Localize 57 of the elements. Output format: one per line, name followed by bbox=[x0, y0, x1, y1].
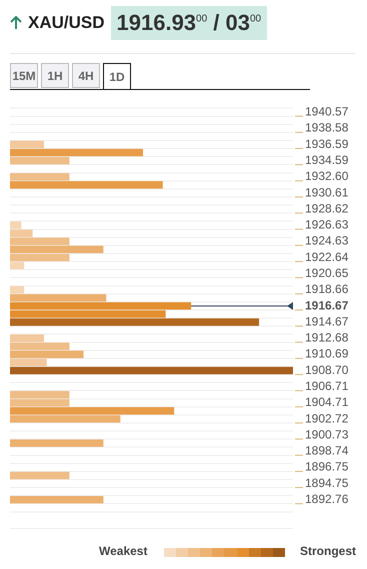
bar bbox=[10, 173, 70, 181]
y-tick-label: 1900.73 bbox=[305, 427, 349, 442]
y-tick-label: 1936.59 bbox=[305, 136, 349, 151]
bar bbox=[10, 222, 22, 229]
bar bbox=[10, 318, 260, 326]
bar bbox=[10, 230, 33, 238]
bar bbox=[10, 439, 104, 447]
bar bbox=[10, 472, 70, 480]
bar bbox=[10, 334, 44, 342]
y-tick-label: 1924.63 bbox=[305, 234, 349, 248]
bar bbox=[10, 254, 70, 262]
chart-title: XAU/USD bbox=[28, 13, 105, 33]
y-tick-label: 1918.66 bbox=[305, 282, 349, 296]
y-tick-label: 1934.59 bbox=[305, 152, 349, 167]
bar bbox=[10, 181, 163, 189]
y-tick-label: 1892.76 bbox=[305, 492, 349, 506]
y-tick-label: 1926.63 bbox=[305, 218, 349, 232]
bar bbox=[10, 286, 24, 294]
y-tick-label: 1930.61 bbox=[305, 185, 349, 200]
bar bbox=[10, 246, 104, 254]
y-tick-label: 1906.71 bbox=[305, 378, 349, 393]
text: 1H bbox=[41, 63, 69, 88]
y-tick-label: 1910.69 bbox=[305, 346, 349, 361]
y-tick-label: 1916.67 bbox=[305, 298, 349, 312]
bar bbox=[10, 366, 293, 374]
y-tick-label: 1894.75 bbox=[305, 476, 349, 490]
y-tick-label: 1914.67 bbox=[305, 314, 349, 328]
text: 4H bbox=[72, 63, 100, 88]
text: 1D bbox=[103, 63, 131, 90]
y-tick-label: 1940.57 bbox=[305, 104, 349, 119]
y-tick-label: 1912.68 bbox=[305, 330, 349, 345]
chart-subtitle: 1916.93$^{00}$ / 03$^{00}$ bbox=[110, 6, 268, 40]
bar bbox=[10, 294, 106, 302]
text: Strongest bbox=[300, 544, 356, 558]
bar bbox=[10, 262, 24, 270]
y-tick-label: 1904.71 bbox=[305, 395, 349, 410]
bar bbox=[10, 415, 120, 423]
bar bbox=[10, 407, 174, 415]
bar bbox=[10, 496, 104, 504]
bar bbox=[10, 350, 84, 358]
y-tick-label: 1898.74 bbox=[305, 444, 349, 458]
y-tick-label: 1932.60 bbox=[305, 169, 349, 184]
bar bbox=[10, 140, 44, 148]
y-tick-label: 1908.70 bbox=[305, 362, 349, 377]
bar bbox=[10, 238, 70, 246]
y-tick-label: 1938.58 bbox=[305, 120, 349, 135]
y-tick-label: 1902.72 bbox=[305, 411, 349, 426]
y-tick-label: 1928.62 bbox=[305, 201, 349, 216]
text: 15M bbox=[10, 63, 38, 88]
y-tick-label: 1920.65 bbox=[305, 266, 349, 280]
bar bbox=[10, 148, 144, 156]
y-tick-label: 1896.75 bbox=[305, 460, 349, 474]
y-tick-label: 1922.64 bbox=[305, 250, 349, 264]
bar bbox=[10, 156, 70, 164]
bar bbox=[10, 358, 47, 366]
bar bbox=[10, 342, 70, 350]
text: Weakest bbox=[99, 544, 148, 558]
